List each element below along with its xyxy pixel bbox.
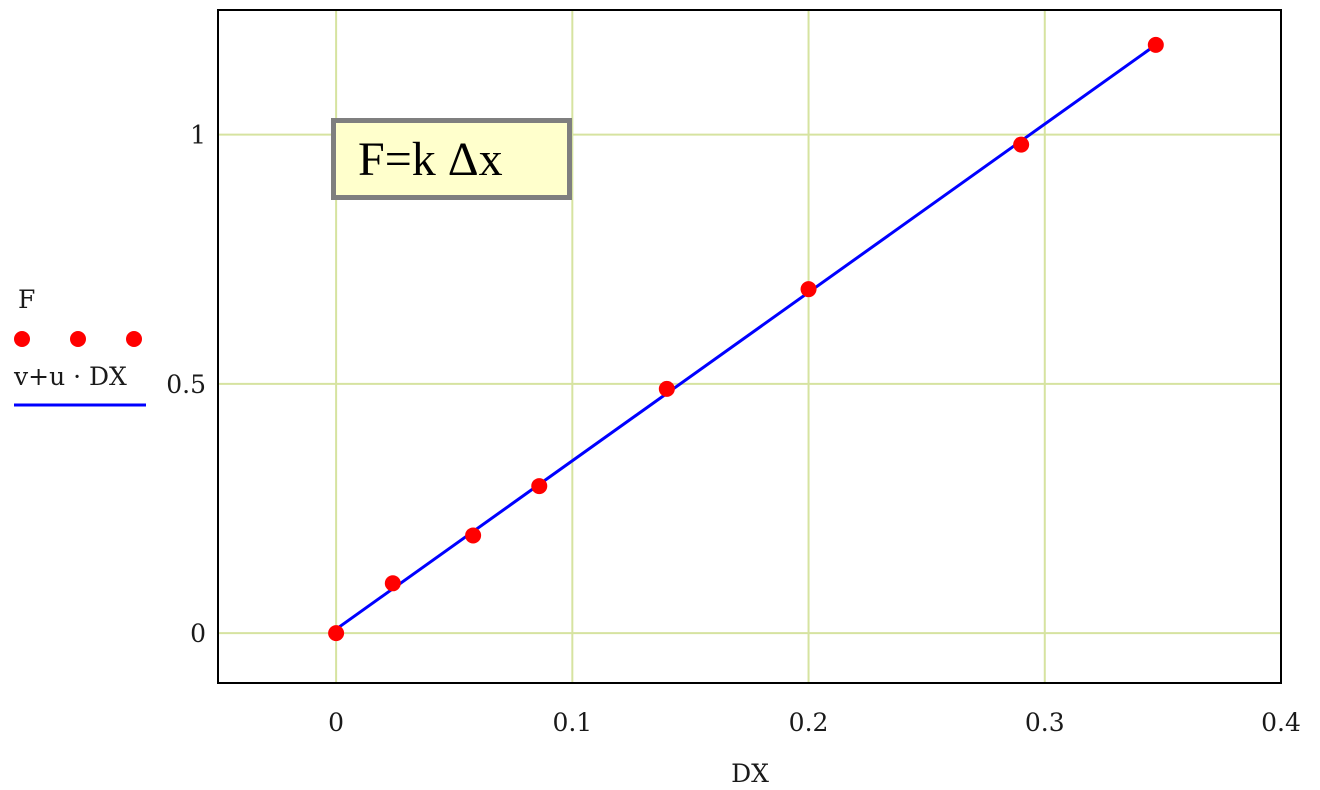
plot-frame — [217, 9, 1282, 684]
grid-lines — [218, 10, 1282, 683]
x-axis-ticks: 0 0.1 0.2 0.3 0.4 — [328, 708, 1301, 737]
y-axis-ticks: 00.51 — [166, 121, 206, 649]
legend-point-marker — [126, 331, 142, 347]
data-point — [1147, 36, 1164, 53]
y-tick-label: 0 — [190, 619, 206, 648]
data-point — [531, 478, 548, 495]
x-axis-label: DX — [731, 759, 769, 788]
data-point — [328, 625, 345, 642]
legend-point-marker — [14, 331, 30, 347]
data-point — [1013, 136, 1030, 153]
legend-point-label: F — [18, 285, 35, 314]
legend: F v+u · DX — [13, 285, 146, 407]
x-tick-label: 0.4 — [1261, 708, 1301, 737]
y-tick-label: 1 — [190, 121, 206, 150]
data-point — [800, 281, 817, 298]
x-tick-label: 0 — [328, 708, 344, 737]
data-point — [465, 527, 482, 544]
data-point — [658, 380, 675, 397]
x-tick-label: 0.3 — [1025, 708, 1065, 737]
y-tick-label: 0.5 — [166, 370, 206, 399]
x-tick-label: 0.2 — [789, 708, 829, 737]
data-points — [328, 36, 1164, 642]
formula-annotation: F=k Δx — [331, 118, 572, 200]
formula-text: F=k Δx — [358, 132, 503, 186]
data-point — [384, 575, 401, 592]
x-tick-label: 0.1 — [552, 708, 592, 737]
legend-point-marker — [70, 331, 86, 347]
legend-line-label: v+u · DX — [13, 362, 127, 391]
